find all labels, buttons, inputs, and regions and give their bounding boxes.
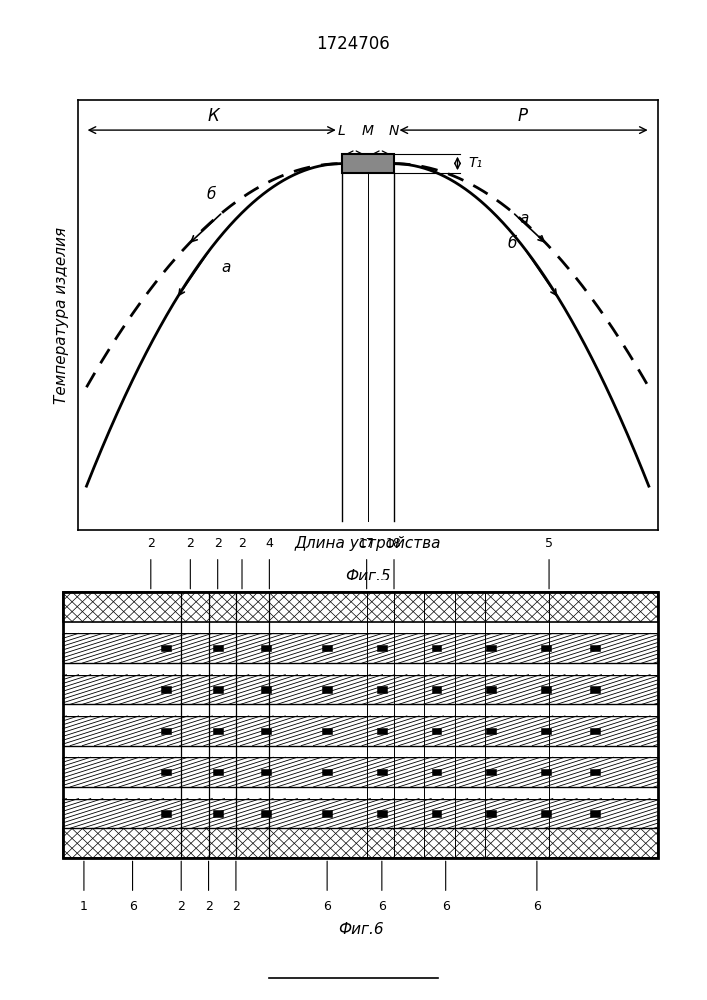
Text: 2: 2 [147,537,155,550]
Text: M: M [362,124,373,138]
Bar [63,787,658,799]
Bar [63,716,658,746]
Text: б: б [206,187,216,202]
Text: К: К [207,107,219,125]
Text: 2: 2 [204,900,213,913]
Bar [541,645,551,651]
Bar [486,810,496,817]
Bar [486,769,496,775]
Text: Фиг.6: Фиг.6 [338,922,383,937]
Bar [377,769,387,775]
Bar [341,154,394,173]
Bar [63,633,658,663]
Bar [63,592,658,622]
Bar [432,810,441,817]
Text: 1724706: 1724706 [317,35,390,53]
Bar [213,769,223,775]
Bar [432,686,441,693]
Text: а: а [520,211,529,226]
Text: 1: 1 [80,900,88,913]
Bar [213,686,223,693]
Bar [486,645,496,651]
Text: 6: 6 [129,900,136,913]
Bar [63,704,658,716]
Text: Фиг.5: Фиг.5 [345,569,390,584]
Text: N: N [389,124,399,138]
Bar [486,686,496,693]
Bar [161,728,171,734]
Bar [590,769,600,775]
Bar [322,810,332,817]
Bar [541,686,551,693]
Bar [262,686,271,693]
Bar [322,645,332,651]
Bar [63,828,658,858]
Bar [63,799,658,828]
Bar [541,728,551,734]
Bar [377,728,387,734]
Bar [590,728,600,734]
Bar [377,645,387,651]
Bar [161,686,171,693]
Text: 6: 6 [533,900,541,913]
Text: Т₁: Т₁ [468,156,482,170]
Bar [213,645,223,651]
Bar [262,810,271,817]
Bar [541,769,551,775]
Bar [322,769,332,775]
Bar [63,746,658,757]
Text: 6: 6 [442,900,450,913]
Bar [322,686,332,693]
Text: 5: 5 [545,537,553,550]
Bar [161,645,171,651]
Bar [590,810,600,817]
Text: 18: 18 [386,537,402,550]
Bar [432,645,441,651]
Bar [322,728,332,734]
Text: 2: 2 [177,900,185,913]
Bar [161,810,171,817]
Text: 6: 6 [323,900,331,913]
Text: 2: 2 [214,537,221,550]
Text: 2: 2 [232,900,240,913]
Bar [63,757,658,787]
Y-axis label: Температура изделия: Температура изделия [54,227,69,403]
Bar [63,622,658,633]
Bar [262,645,271,651]
Bar [63,675,658,704]
Bar [590,645,600,651]
Text: 2: 2 [238,537,246,550]
Bar [262,769,271,775]
Bar [213,728,223,734]
Text: Р: Р [517,107,527,125]
Bar [161,769,171,775]
Bar [262,728,271,734]
Text: 2: 2 [187,537,194,550]
Text: L: L [338,124,346,138]
Bar [486,728,496,734]
Text: 4: 4 [265,537,274,550]
Bar [590,686,600,693]
Text: б: б [508,236,518,251]
Bar [213,810,223,817]
Bar [541,810,551,817]
Bar [63,663,658,675]
Text: 6: 6 [378,900,386,913]
Text: 17: 17 [358,537,375,550]
X-axis label: Длина устройства: Длина устройства [294,536,441,551]
Bar [377,810,387,817]
Bar [432,728,441,734]
Bar [377,686,387,693]
Bar [432,769,441,775]
Text: а: а [221,260,230,275]
